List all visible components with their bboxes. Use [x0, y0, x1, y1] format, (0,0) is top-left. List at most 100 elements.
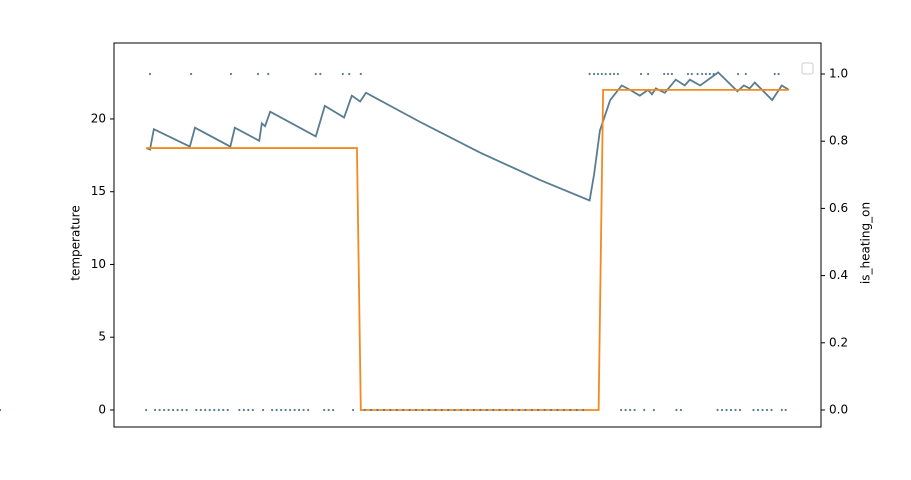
heating-point — [158, 408, 161, 412]
heating-point — [213, 408, 216, 412]
heating-point — [332, 408, 335, 412]
heating-point — [575, 408, 578, 412]
heating-point — [720, 408, 724, 412]
heating-point — [472, 408, 476, 412]
heating-point — [145, 408, 148, 412]
heating-point — [492, 408, 495, 412]
heating-point — [663, 72, 666, 76]
heating-point — [154, 408, 157, 412]
heating-point — [704, 72, 708, 76]
heating-point — [736, 72, 740, 76]
series-line — [146, 88, 789, 411]
y-tick-label: 15 — [91, 184, 106, 198]
heating-point — [773, 72, 776, 76]
heating-point — [675, 408, 678, 412]
heating-point — [363, 408, 366, 412]
heating-point — [440, 408, 443, 412]
heating-point — [600, 72, 603, 76]
heating-point — [666, 72, 670, 76]
heating-point — [293, 408, 296, 412]
heating-point — [624, 408, 627, 412]
heating-point — [725, 408, 728, 412]
heating-point — [323, 408, 326, 412]
heating-point — [609, 72, 612, 76]
heating-point — [777, 72, 780, 76]
heating-point — [511, 408, 514, 412]
y2-tick-label: 0.8 — [829, 134, 848, 148]
heating-point — [479, 408, 482, 412]
heating-point — [756, 408, 760, 412]
heating-point — [459, 408, 463, 412]
y-tick-label: 20 — [91, 111, 106, 125]
heating-point — [712, 72, 715, 76]
y2-tick-label: 1.0 — [829, 67, 848, 81]
heating-point — [612, 72, 616, 76]
heating-point — [485, 408, 488, 412]
heating-point — [517, 408, 521, 412]
heating-point — [271, 408, 274, 412]
heating-point — [167, 408, 170, 412]
heating-point — [204, 408, 207, 412]
heating-point — [302, 408, 305, 412]
heating-point — [427, 408, 431, 412]
heating-point — [389, 408, 392, 412]
plot-frame — [113, 42, 822, 428]
series-line — [145, 71, 790, 202]
heating-point — [402, 408, 405, 412]
heating-point — [752, 408, 755, 412]
heating-point — [421, 408, 424, 412]
heating-point — [620, 408, 623, 412]
heating-point — [588, 72, 591, 76]
heating-point — [251, 408, 254, 412]
heating-point — [185, 408, 188, 412]
heating-point — [734, 408, 737, 412]
heating-point — [351, 408, 355, 412]
heating-point — [341, 72, 344, 76]
heating-point — [327, 408, 330, 412]
heating-point — [238, 408, 241, 412]
heating-point — [148, 72, 152, 76]
heating-point — [562, 408, 566, 412]
heating-point — [289, 408, 292, 412]
heating-point — [369, 408, 373, 412]
y2-tick-label: 0.6 — [829, 201, 848, 215]
heating-point — [319, 72, 322, 76]
y-tick-label: 10 — [91, 257, 106, 271]
heating-point — [199, 408, 202, 412]
heating-point — [708, 72, 711, 76]
y-axis-label: temperature — [69, 205, 83, 280]
heating-point — [195, 408, 198, 412]
heating-point — [700, 72, 704, 76]
heating-point — [395, 408, 398, 412]
heating-point — [376, 408, 379, 412]
heating-point — [569, 408, 572, 412]
heating-point — [242, 408, 245, 412]
heating-point — [172, 408, 175, 412]
heating-point — [780, 408, 783, 412]
heating-point — [679, 408, 682, 412]
heating-point — [190, 72, 193, 76]
heating-point — [765, 408, 769, 412]
heating-point — [229, 72, 233, 76]
heating-point — [307, 408, 310, 412]
heating-point — [729, 408, 733, 412]
heating-point — [537, 408, 540, 412]
heating-point — [696, 72, 699, 76]
heating-point — [226, 408, 229, 412]
heating-point — [744, 72, 747, 76]
heating-point — [670, 72, 673, 76]
heating-point — [761, 408, 764, 412]
heating-point — [359, 72, 362, 76]
y2-axis-label: is_heating_on — [859, 202, 873, 284]
y-tick-label: 5 — [98, 330, 106, 344]
heating-point — [275, 408, 278, 412]
heating-point — [348, 72, 351, 76]
y2-tick-label: 0.0 — [829, 402, 848, 416]
heating-point — [716, 408, 719, 412]
heating-point — [247, 408, 250, 412]
heating-point — [217, 408, 220, 412]
heating-point — [280, 408, 283, 412]
heating-point — [176, 408, 179, 412]
heating-point — [639, 72, 643, 76]
